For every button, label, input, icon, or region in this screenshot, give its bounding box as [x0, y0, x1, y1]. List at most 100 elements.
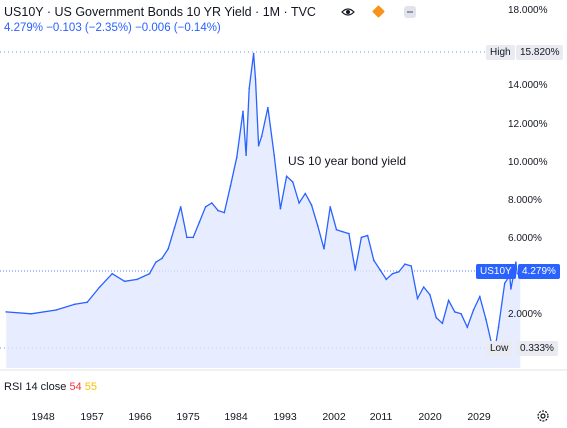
- data-point: [317, 225, 319, 227]
- data-point: [298, 202, 300, 204]
- data-point: [516, 272, 518, 275]
- price-change-secondary: −0.006 (−0.14%): [135, 22, 221, 34]
- data-point: [460, 313, 462, 315]
- data-point: [186, 236, 188, 239]
- data-point: [366, 234, 369, 237]
- data-point: [329, 206, 332, 208]
- y-axis-label: 8.000%: [508, 195, 542, 206]
- eye-icon[interactable]: [341, 5, 355, 19]
- data-point: [422, 286, 425, 288]
- y-axis-label: 10.000%: [508, 157, 548, 168]
- data-point: [379, 269, 381, 271]
- data-point: [429, 293, 431, 296]
- data-point: [55, 309, 57, 311]
- data-point: [229, 185, 232, 187]
- x-axis-label: 2011: [369, 411, 393, 423]
- data-point: [354, 269, 357, 271]
- data-point: [111, 272, 113, 275]
- data-point: [245, 154, 247, 157]
- data-point: [252, 52, 255, 55]
- data-point: [211, 202, 213, 204]
- data-point: [454, 311, 456, 313]
- x-axis-label: 2002: [322, 411, 346, 423]
- diamond-icon[interactable]: [372, 5, 386, 19]
- data-point: [179, 206, 182, 208]
- data-point: [497, 326, 500, 329]
- x-axis-label: 1957: [80, 411, 104, 423]
- data-point: [391, 272, 394, 275]
- symbol-title[interactable]: US10Y · US Government Bonds 10 YR Yield …: [4, 5, 316, 19]
- y-axis-label: 18.000%: [508, 5, 548, 16]
- data-point: [273, 154, 276, 157]
- data-point: [447, 299, 450, 302]
- data-point: [254, 78, 257, 80]
- data-point: [341, 230, 344, 233]
- data-point: [485, 318, 487, 321]
- data-point: [323, 248, 325, 250]
- price-change: −0.103 (−2.35%): [46, 22, 132, 34]
- data-point: [479, 295, 481, 298]
- data-point: [398, 271, 400, 273]
- data-point: [217, 209, 219, 212]
- data-point: [515, 261, 517, 264]
- data-point: [5, 311, 7, 313]
- data-point: [385, 278, 388, 281]
- data-point: [348, 232, 350, 235]
- data-point: [335, 228, 338, 231]
- data-point: [204, 206, 207, 208]
- data-point: [123, 280, 126, 283]
- x-axis-label: 2020: [418, 411, 442, 423]
- x-axis-label: 1966: [128, 411, 152, 423]
- data-point: [257, 144, 260, 147]
- data-point: [416, 297, 419, 300]
- yield-line: [6, 53, 521, 348]
- data-point: [410, 265, 413, 267]
- data-point: [242, 110, 244, 113]
- data-point: [74, 303, 76, 306]
- x-axis-label: 1993: [273, 411, 297, 423]
- rsi-value: 54: [69, 381, 82, 393]
- low-value-tag: 0.333%: [516, 341, 558, 356]
- rsi-legend[interactable]: RSI 14 close 54 55: [4, 381, 97, 393]
- data-point: [435, 316, 438, 319]
- data-point: [292, 181, 294, 183]
- x-axis-label: 1948: [31, 411, 55, 423]
- data-point: [30, 313, 32, 315]
- data-point: [310, 204, 313, 206]
- data-point: [441, 322, 444, 325]
- data-point: [98, 286, 101, 288]
- high-label-tag: High: [486, 45, 515, 60]
- x-axis-label: 1975: [176, 411, 200, 423]
- last-price-tag: 4.279%: [518, 264, 560, 279]
- symbol-price-tag: US10Y: [476, 264, 516, 279]
- data-point: [510, 288, 512, 290]
- data-point: [373, 259, 375, 262]
- data-point: [173, 227, 176, 229]
- data-point: [236, 156, 238, 158]
- data-point: [223, 211, 226, 214]
- rsi-ma-value: 55: [84, 381, 97, 393]
- data-point: [155, 261, 157, 264]
- x-axis-label: 1984: [224, 411, 248, 423]
- y-axis-label: 14.000%: [508, 80, 548, 91]
- data-point: [466, 326, 469, 329]
- data-point: [360, 236, 363, 239]
- more-icon[interactable]: [404, 6, 416, 18]
- data-point: [304, 192, 307, 195]
- data-point: [167, 248, 169, 250]
- chart-annotation[interactable]: US 10 year bond yield: [288, 154, 407, 168]
- data-point: [86, 301, 88, 304]
- low-label-tag: Low: [486, 341, 513, 356]
- rsi-label: RSI 14 close: [4, 381, 67, 393]
- yield-area-fill: [6, 53, 521, 368]
- settings-gear-icon[interactable]: [536, 409, 550, 423]
- data-point: [192, 236, 194, 239]
- data-point: [472, 309, 475, 311]
- data-point: [248, 87, 250, 90]
- last-price: 4.279%: [4, 22, 44, 34]
- data-point: [161, 257, 163, 260]
- y-axis-label: 2.000%: [508, 309, 542, 320]
- data-point: [136, 278, 138, 281]
- data-point: [285, 175, 288, 178]
